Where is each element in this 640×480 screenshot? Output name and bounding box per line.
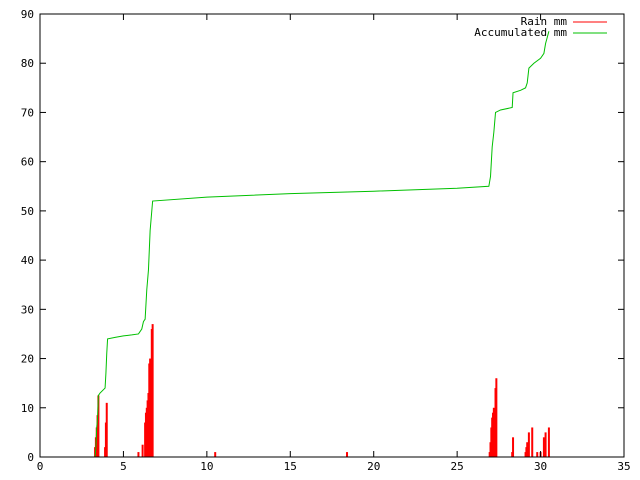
- rain-bar: [214, 452, 217, 457]
- rain-bar: [547, 427, 550, 457]
- rain-bar: [531, 427, 534, 457]
- x-tick-label: 30: [534, 460, 547, 473]
- y-tick-label: 10: [21, 402, 34, 415]
- x-tick-label: 25: [451, 460, 464, 473]
- rain-bar: [149, 358, 152, 457]
- y-tick-label: 40: [21, 254, 34, 267]
- x-tick-label: 20: [367, 460, 380, 473]
- accumulated-line-group: [94, 31, 550, 458]
- rain-bar: [536, 452, 539, 457]
- rain-bar: [495, 378, 498, 457]
- rain-bar: [512, 437, 515, 457]
- rain-bar: [542, 437, 545, 457]
- legend-label-accumulated: Accumulated mm: [474, 26, 567, 39]
- rain-bar: [346, 452, 349, 457]
- rain-bar: [492, 407, 495, 457]
- rain-bar: [526, 442, 529, 457]
- rain-bar: [105, 402, 108, 457]
- y-tick-label: 80: [21, 57, 34, 70]
- rain-bar: [544, 432, 547, 457]
- legend-label-rain: Rain mm: [521, 15, 568, 28]
- y-tick-label: 60: [21, 156, 34, 169]
- y-tick-label: 70: [21, 106, 34, 119]
- rain-bars: [94, 324, 550, 457]
- y-tick-label: 90: [21, 8, 34, 21]
- rain-bar: [141, 444, 144, 457]
- y-tick-label: 30: [21, 303, 34, 316]
- axes: 0 5 10 15 20 25 30 35 0 10 20 30 40 50 60 70 80 90: [21, 8, 631, 473]
- rain-bar: [137, 452, 140, 457]
- accumulated-line: [94, 31, 550, 458]
- plot-border: [39, 13, 625, 458]
- legend: Rain mm Accumulated mm: [474, 15, 607, 39]
- x-tick-label: 5: [120, 460, 127, 473]
- x-tick-label: 10: [200, 460, 213, 473]
- rain-bar: [527, 432, 530, 457]
- y-tick-label: 0: [27, 451, 34, 464]
- x-tick-label: 15: [284, 460, 297, 473]
- x-tick-label: 0: [37, 460, 44, 473]
- y-tick-label: 50: [21, 205, 34, 218]
- y-tick-label: 20: [21, 353, 34, 366]
- x-tick-label: 35: [617, 460, 630, 473]
- rain-bar: [151, 324, 154, 457]
- rain-bar: [97, 395, 100, 457]
